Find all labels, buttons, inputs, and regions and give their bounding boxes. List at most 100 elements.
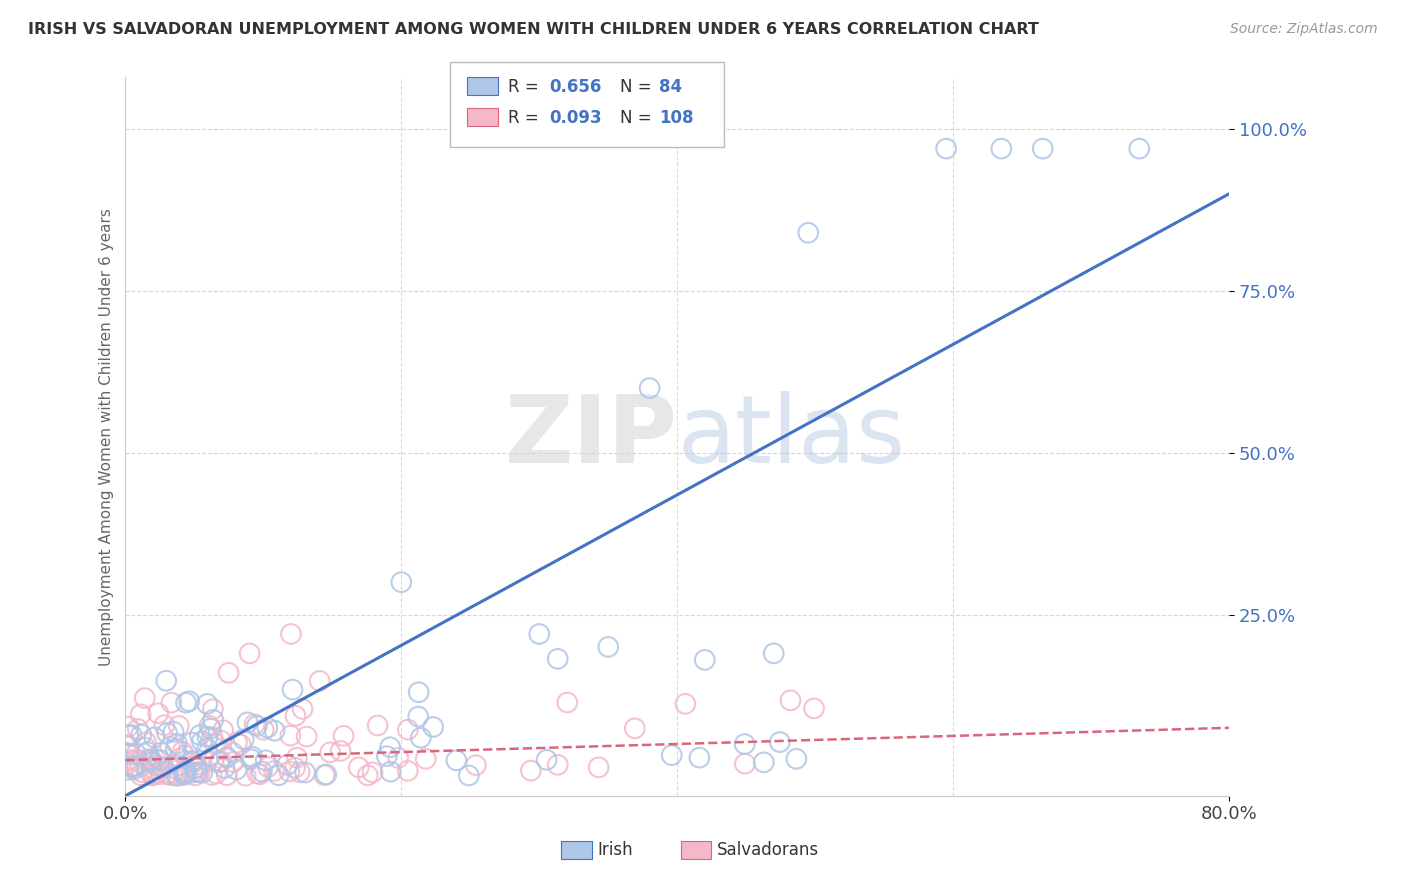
Point	[176, 765, 198, 780]
Point	[380, 764, 402, 779]
Point	[225, 763, 247, 777]
Text: atlas: atlas	[678, 391, 905, 483]
Point	[415, 752, 437, 766]
Point	[375, 749, 398, 764]
Point	[734, 737, 756, 751]
Point	[141, 768, 163, 782]
Point	[263, 723, 285, 738]
Point	[153, 718, 176, 732]
Point	[212, 723, 235, 738]
Point	[117, 746, 139, 760]
Point	[295, 730, 318, 744]
Point	[186, 761, 208, 775]
Point	[201, 730, 224, 744]
Point	[136, 752, 159, 766]
Point	[226, 735, 249, 749]
Point	[204, 737, 226, 751]
Point	[239, 752, 262, 766]
Point	[172, 745, 194, 759]
Point	[125, 759, 148, 773]
Point	[200, 722, 222, 736]
Point	[256, 721, 278, 735]
Point	[148, 706, 170, 721]
Point	[779, 693, 801, 707]
Point	[314, 768, 336, 782]
Point	[205, 766, 228, 780]
Point	[209, 755, 232, 769]
Point	[181, 756, 204, 770]
Point	[197, 730, 219, 744]
Point	[638, 381, 661, 395]
Point	[134, 691, 156, 706]
Point	[734, 756, 756, 771]
Point	[181, 736, 204, 750]
Point	[752, 756, 775, 770]
Point	[129, 768, 152, 782]
Point	[202, 713, 225, 727]
Point	[464, 758, 486, 772]
Point	[278, 764, 301, 779]
Point	[284, 761, 307, 775]
Text: N =: N =	[620, 109, 657, 127]
Point	[280, 729, 302, 743]
Point	[174, 696, 197, 710]
Point	[160, 696, 183, 710]
Point	[129, 728, 152, 742]
Point	[146, 759, 169, 773]
Point	[121, 760, 143, 774]
Text: N =: N =	[620, 78, 657, 95]
Point	[536, 753, 558, 767]
Point	[124, 753, 146, 767]
Text: 0.656: 0.656	[550, 78, 602, 95]
Point	[406, 709, 429, 723]
Point	[166, 769, 188, 783]
Point	[166, 737, 188, 751]
Point	[167, 719, 190, 733]
Point	[243, 717, 266, 731]
Point	[291, 702, 314, 716]
Point	[148, 752, 170, 766]
Point	[121, 728, 143, 742]
Point	[284, 708, 307, 723]
Point	[152, 760, 174, 774]
Point	[357, 768, 380, 782]
Point	[173, 768, 195, 782]
Point	[294, 765, 316, 780]
Point	[179, 694, 201, 708]
Text: 108: 108	[659, 109, 695, 127]
Point	[173, 765, 195, 780]
Point	[688, 750, 710, 764]
Point	[803, 701, 825, 715]
Point	[214, 761, 236, 775]
Point	[215, 750, 238, 764]
Point	[188, 765, 211, 780]
Text: ZIP: ZIP	[505, 391, 678, 483]
Point	[201, 702, 224, 716]
Text: 84: 84	[659, 78, 682, 95]
Point	[232, 732, 254, 747]
Point	[623, 722, 645, 736]
Point	[174, 763, 197, 777]
Point	[240, 749, 263, 764]
Point	[184, 768, 207, 782]
Point	[156, 726, 179, 740]
Point	[209, 733, 232, 747]
Point	[254, 753, 277, 767]
Point	[128, 756, 150, 770]
Point	[129, 707, 152, 722]
Text: IRISH VS SALVADORAN UNEMPLOYMENT AMONG WOMEN WITH CHILDREN UNDER 6 YEARS CORRELA: IRISH VS SALVADORAN UNEMPLOYMENT AMONG W…	[28, 22, 1039, 37]
Point	[769, 735, 792, 749]
Text: R =: R =	[508, 109, 544, 127]
Point	[446, 753, 468, 767]
Point	[673, 697, 696, 711]
Point	[396, 764, 419, 778]
Point	[288, 765, 311, 780]
Point	[389, 575, 412, 590]
Point	[520, 764, 543, 778]
Point	[547, 757, 569, 772]
Point	[222, 746, 245, 760]
Point	[239, 646, 262, 660]
Point	[598, 640, 620, 654]
Point	[236, 715, 259, 730]
Point	[155, 673, 177, 688]
